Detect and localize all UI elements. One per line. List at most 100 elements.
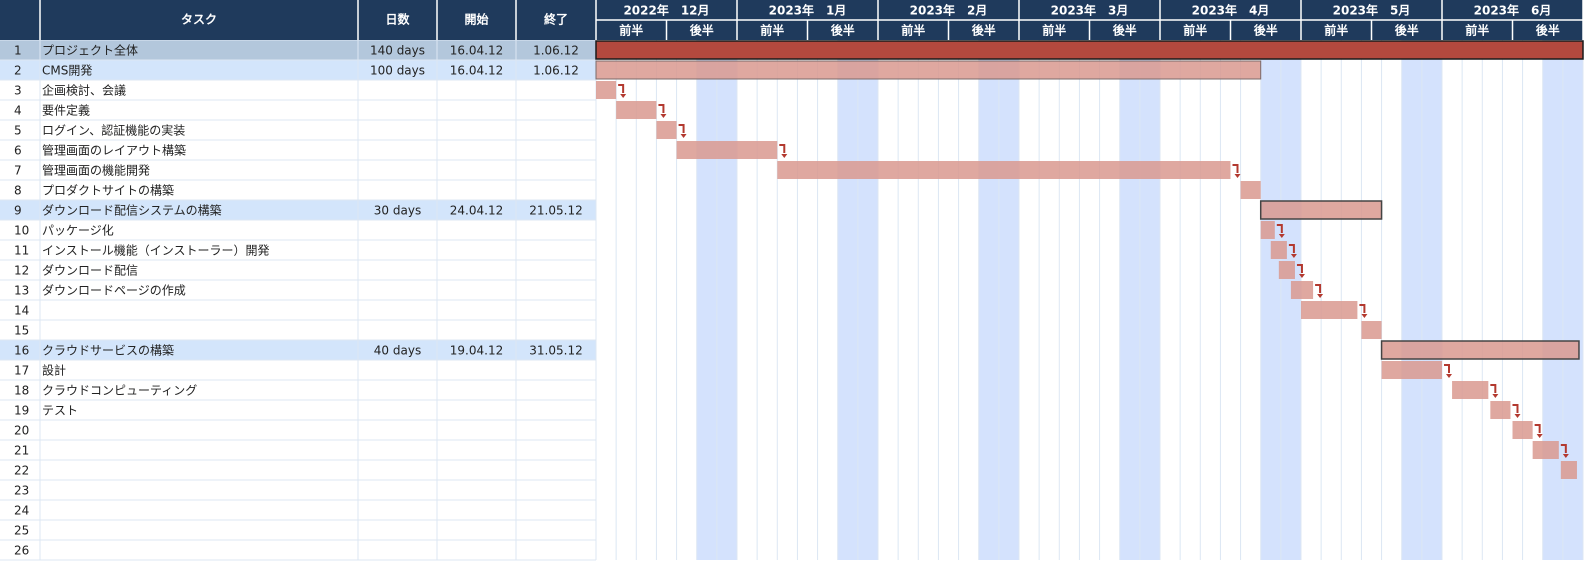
row-number: 11 — [14, 244, 29, 258]
table-row-bg — [0, 440, 596, 460]
task-name: クラウドコンピューティング — [42, 384, 197, 398]
row-number: 3 — [14, 84, 22, 98]
gantt-bar-task — [676, 141, 778, 159]
gantt-bar-task — [777, 161, 1231, 179]
row-number: 9 — [14, 204, 22, 218]
gantt-bar-task — [1381, 361, 1442, 379]
dependency-arrow-head — [1290, 254, 1297, 258]
half-label: 後半 — [1254, 23, 1278, 38]
row-number: 1 — [14, 44, 22, 58]
row-number: 14 — [14, 304, 29, 318]
half-label: 前半 — [1324, 23, 1348, 38]
month-label: 2023年 3月 — [1051, 3, 1129, 18]
half-label: 後半 — [831, 23, 855, 38]
dependency-arrow — [1276, 224, 1283, 233]
half-label: 後半 — [1113, 23, 1137, 38]
gantt-bar-task — [1452, 381, 1489, 399]
task-name: ダウンロード配信 — [42, 263, 138, 278]
gantt-bar-task — [1361, 321, 1382, 339]
half-label: 後半 — [1395, 23, 1419, 38]
row-number: 12 — [14, 264, 29, 278]
month-label: 2023年 1月 — [769, 3, 847, 18]
task-days: 40 days — [374, 344, 421, 358]
task-days: 100 days — [370, 64, 425, 78]
header-start: 開始 — [464, 12, 488, 27]
gantt-bar-task — [1512, 421, 1533, 439]
task-name: クラウドサービスの構築 — [42, 343, 174, 358]
task-days: 140 days — [370, 44, 425, 58]
row-number: 21 — [14, 444, 29, 458]
gantt-bar-task — [1290, 281, 1314, 299]
task-days: 30 days — [374, 204, 421, 218]
row-number: 26 — [14, 544, 29, 558]
row-number: 17 — [14, 364, 29, 378]
row-number: 24 — [14, 504, 29, 518]
table-row-bg — [0, 80, 596, 100]
half-label: 前半 — [619, 23, 643, 38]
task-name: 管理画面の機能開発 — [42, 163, 150, 178]
dependency-arrow — [1296, 264, 1303, 273]
dependency-arrow-head — [1361, 314, 1368, 318]
task-name: CMS開発 — [42, 64, 92, 78]
gantt-bar-task — [1560, 461, 1577, 479]
table-row-bg — [0, 200, 596, 220]
gantt-bar-summary — [595, 60, 1262, 80]
table-row-bg — [0, 120, 596, 140]
task-name: 管理画面のレイアウト構築 — [42, 143, 186, 158]
table-row-bg — [0, 460, 596, 480]
month-label: 2023年 2月 — [910, 3, 988, 18]
half-label: 前半 — [1042, 23, 1066, 38]
gantt-bar-task — [1532, 441, 1559, 459]
task-start: 19.04.12 — [450, 344, 503, 358]
row-number: 19 — [14, 404, 29, 418]
table-row-bg — [0, 140, 596, 160]
dependency-arrow-head — [1446, 374, 1452, 378]
dependency-arrow — [1359, 304, 1366, 313]
table-row-bg — [0, 400, 596, 420]
table-row-bg — [0, 480, 596, 500]
gantt-bar-task — [1260, 221, 1275, 239]
dependency-arrow — [658, 104, 665, 113]
dependency-arrow — [1560, 444, 1567, 453]
gantt-bar-task — [616, 101, 657, 119]
table-row-bg — [0, 240, 596, 260]
month-label: 2023年 5月 — [1333, 3, 1411, 18]
table-row-bg — [0, 260, 596, 280]
task-name: パッケージ化 — [42, 224, 114, 238]
dependency-arrow-head — [1234, 174, 1241, 178]
task-end: 31.05.12 — [529, 344, 582, 358]
dependency-arrow-head — [1562, 454, 1569, 458]
gantt-bar-task — [1240, 181, 1261, 199]
half-label: 後半 — [1536, 23, 1560, 38]
task-name: ダウンロードページの作成 — [42, 283, 186, 298]
dependency-arrow — [1490, 384, 1497, 393]
row-number: 18 — [14, 384, 29, 398]
table-row-bg — [0, 280, 596, 300]
task-name: ログイン、認証機能の実装 — [42, 123, 185, 138]
gantt-bar-task — [1278, 261, 1295, 279]
dependency-arrow-head — [1317, 294, 1324, 298]
header-task: タスク — [181, 13, 217, 27]
task-start: 24.04.12 — [450, 204, 503, 218]
half-label: 後半 — [972, 23, 996, 38]
half-label: 前半 — [901, 23, 925, 38]
table-row-bg — [0, 60, 596, 80]
table-row-bg — [0, 420, 596, 440]
table-row-bg — [0, 180, 596, 200]
gantt-bar-task — [1301, 301, 1358, 319]
row-number: 8 — [14, 184, 22, 198]
table-row-bg — [0, 220, 596, 240]
dependency-arrow-head — [620, 94, 627, 98]
row-number: 15 — [14, 324, 29, 338]
task-end: 1.06.12 — [533, 44, 579, 58]
task-end: 21.05.12 — [529, 204, 582, 218]
task-name: インストール機能（インストーラー）開発 — [42, 243, 270, 258]
dependency-arrow-head — [1298, 274, 1305, 278]
table-row-bg — [0, 360, 596, 380]
task-name: 要件定義 — [42, 103, 90, 118]
row-number: 25 — [14, 524, 29, 538]
month-label: 2022年 12月 — [623, 3, 709, 18]
task-name: テスト — [42, 404, 78, 418]
table-row-bg — [0, 540, 596, 560]
